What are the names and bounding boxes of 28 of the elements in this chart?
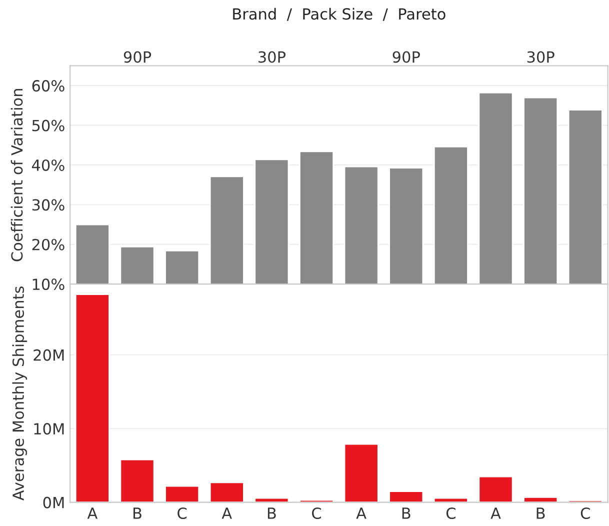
x-tick-label: A	[222, 508, 232, 519]
text: 30P	[258, 51, 286, 63]
x-tick-label: B	[268, 508, 276, 519]
y-tick-label: 10M	[34, 423, 64, 435]
y-tick-label: 0M	[43, 496, 64, 508]
text: 90P	[392, 51, 420, 63]
x-tick-label: A	[356, 508, 366, 519]
y-tick-label: 60%	[32, 80, 64, 92]
y-tick-label: 50%	[32, 120, 64, 132]
text: 30P	[527, 51, 554, 63]
x-tick-label: C	[446, 507, 456, 520]
x-tick-label: C	[178, 507, 187, 520]
chart-title: Brand / Pack Size / Pareto	[233, 8, 446, 21]
x-tick-label: C	[580, 507, 590, 520]
x-tick-label: C	[312, 507, 322, 520]
y-tick-label: 20%	[32, 238, 64, 250]
x-tick-label: B	[536, 508, 545, 519]
x-tick-label: B	[402, 508, 410, 519]
y-tick-label: 10%	[32, 278, 64, 290]
x-tick-label: A	[490, 508, 501, 519]
y-tick-label: 20M	[34, 349, 64, 361]
y-axis-title: Average Monthly Shipments	[12, 286, 27, 500]
text: 90P	[124, 51, 152, 63]
x-tick-label: A	[87, 508, 98, 519]
x-tick-label: B	[134, 508, 142, 519]
y-tick-label: 30%	[32, 199, 64, 211]
y-axis-title: Coefficient of Variation	[10, 89, 23, 262]
y-tick-label: 40%	[32, 159, 64, 171]
